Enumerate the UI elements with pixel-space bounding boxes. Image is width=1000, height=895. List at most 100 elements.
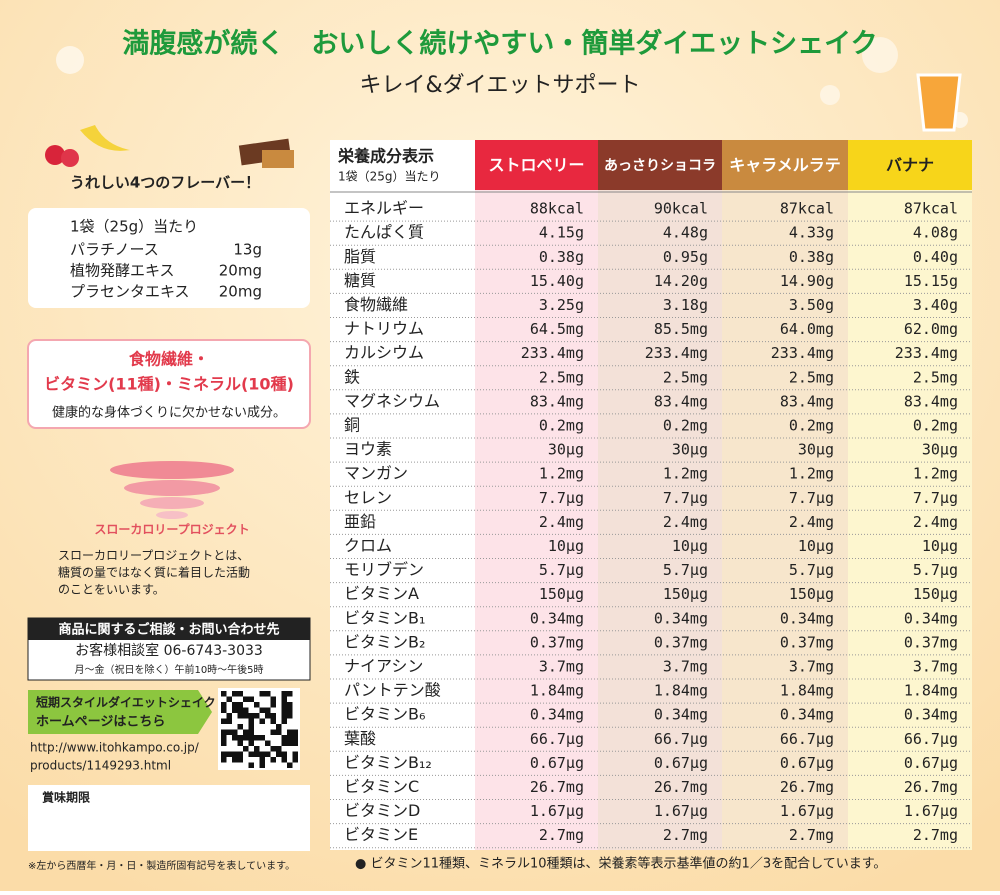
cell-value: 1.67μg (904, 802, 958, 820)
cell-value: 4.48g (663, 224, 708, 242)
cell-value: 3.50g (789, 296, 834, 314)
slow-calorie-line: 糖質の量ではなく質に着目した活動 (58, 565, 250, 580)
cell-value: 0.67μg (904, 754, 958, 772)
cell-value: 150μg (663, 585, 708, 603)
qr-cell (248, 735, 254, 741)
expiry-label: 賞味期限 (42, 790, 90, 805)
cell-value: 0.67μg (780, 754, 834, 772)
cell-value: 26.7mg (904, 778, 958, 796)
cell-value: 1.67μg (530, 802, 584, 820)
qr-cell (221, 702, 227, 708)
left-footnote: ※左から西暦年・月・日・製造所固有記号を表しています。 (28, 859, 295, 872)
qr-cell (226, 729, 232, 735)
cell-value: 2.4mg (789, 513, 834, 531)
qr-cell (248, 696, 254, 702)
ingredient-name: プラセンタエキス (70, 283, 190, 301)
cell-value: 0.2mg (789, 416, 834, 434)
qr-cell (221, 691, 227, 697)
cell-value: 3.40g (913, 296, 958, 314)
qr-cell (265, 713, 271, 719)
column-header-bg (598, 140, 722, 190)
nutrients-note: 健康的な身体づくりに欠かせない成分。 (52, 405, 286, 421)
cell-value: 88kcal (530, 200, 584, 218)
cell-value: 10μg (672, 537, 708, 555)
row-name: 鉄 (344, 367, 360, 386)
qr-cell (287, 762, 293, 768)
row-name: ビタミンA (344, 584, 419, 603)
cell-value: 83.4mg (530, 392, 584, 410)
qr-cell (287, 702, 293, 708)
cell-value: 1.2mg (913, 465, 958, 483)
qr-cell (281, 735, 287, 741)
qr-cell (281, 740, 287, 746)
row-name: 葉酸 (344, 729, 376, 748)
row-name: ナイアシン (344, 656, 423, 675)
qr-cell (281, 707, 287, 713)
row-name: 食物繊維 (344, 295, 408, 314)
ingredients-box (28, 208, 310, 308)
qr-cell (232, 702, 238, 708)
column-header: バナナ (886, 156, 934, 175)
cell-value: 83.4mg (904, 392, 958, 410)
qr-cell (254, 746, 260, 752)
row-name: ナトリウム (344, 319, 424, 338)
cell-value: 26.7mg (780, 778, 834, 796)
cell-value: 233.4mg (771, 344, 834, 362)
column-header-bg (475, 140, 598, 190)
qr-cell (292, 751, 298, 757)
cell-value: 30μg (922, 441, 958, 459)
row-name: 亜鉛 (344, 512, 376, 531)
cell-value: 62.0mg (904, 320, 958, 338)
qr-cell (265, 751, 271, 757)
cell-value: 1.67μg (654, 802, 708, 820)
cell-value: 1.84mg (654, 682, 708, 700)
column-bg (848, 190, 972, 850)
row-name: ヨウ素 (344, 440, 392, 459)
cell-value: 0.2mg (663, 416, 708, 434)
qr-cell (243, 713, 249, 719)
qr-cell (276, 746, 282, 752)
qr-cell (270, 702, 276, 708)
qr-cell (226, 718, 232, 724)
row-name: エネルギー (344, 199, 424, 218)
cell-value: 0.67μg (530, 754, 584, 772)
qr-cell (281, 718, 287, 724)
cell-value: 83.4mg (780, 392, 834, 410)
cell-value: 0.34mg (530, 706, 584, 724)
qr-cell (226, 751, 232, 757)
cell-value: 2.7mg (663, 826, 708, 844)
qr-cell (270, 746, 276, 752)
qr-cell (226, 713, 232, 719)
row-name: ビタミンB₆ (344, 705, 425, 724)
cell-value: 1.84mg (530, 682, 584, 700)
cell-value: 3.7mg (913, 657, 958, 675)
cell-value: 30μg (798, 441, 834, 459)
qr-cell (221, 757, 227, 763)
qr-cell (270, 729, 276, 735)
contact-hours: 月～金（祝日を除く）午前10時～午後5時 (74, 663, 263, 676)
cell-value: 3.18g (663, 296, 708, 314)
ingredients: パラチノース 13g 植物発酵エキス 20mg プラセンタエキス 20mg (70, 241, 262, 301)
contact-heading: 商品に関するご相談・お問い合わせ先 (58, 622, 279, 638)
cell-value: 0.67μg (654, 754, 708, 772)
qr-cell (221, 729, 227, 735)
cell-value: 7.7μg (663, 489, 708, 507)
cell-value: 90kcal (654, 200, 708, 218)
contact-phone: お客様相談室 06-6743-3033 (75, 642, 263, 659)
qr-cell (270, 757, 276, 763)
cell-value: 4.33g (789, 224, 834, 242)
qr-cell (232, 751, 238, 757)
contact-bar (28, 618, 310, 640)
row-name: ビタミンB₁₂ (344, 753, 432, 772)
cell-value: 15.40g (530, 272, 584, 290)
qr-cell (232, 729, 238, 735)
qr-cell (292, 735, 298, 741)
row-name: カルシウム (344, 343, 424, 362)
row-name: パントテン酸 (344, 681, 441, 700)
cell-value: 64.5mg (530, 320, 584, 338)
cell-value: 0.34mg (654, 609, 708, 627)
qr-cell (221, 735, 227, 741)
qr-cell (237, 751, 243, 757)
